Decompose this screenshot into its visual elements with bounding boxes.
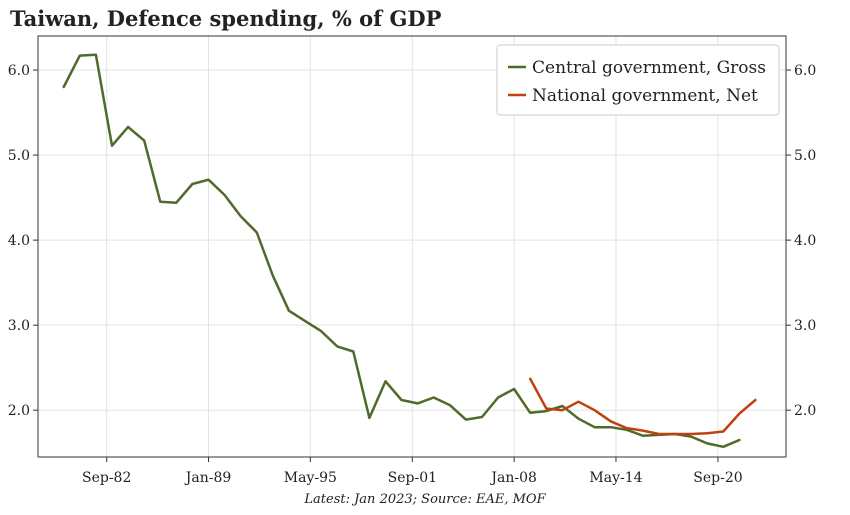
legend-label-gross: Central government, Gross (532, 58, 766, 78)
x-tick-label: Sep-01 (388, 470, 437, 486)
axis-ticks: 2.0 2.0 3.0 3.0 4.0 4.0 5.0 5.0 6.0 6.0 Sep-82 Jan-… (8, 63, 817, 486)
x-tick-label: May-14 (589, 470, 642, 486)
y-tick-label-right: 2.0 (794, 403, 816, 419)
legend: Central government, Gross National gover… (496, 44, 780, 116)
x-tick-label: Jan-89 (184, 470, 232, 486)
y-tick-label-left: 3.0 (8, 318, 30, 334)
x-tick-label: Sep-20 (693, 470, 742, 486)
gridlines (38, 36, 786, 457)
x-tick-label: Jan-08 (489, 470, 537, 486)
source-footnote: Latest: Jan 2023; Source: EAE, MOF (304, 492, 546, 507)
y-tick-label-right: 5.0 (794, 148, 816, 164)
y-tick-label-right: 4.0 (794, 233, 816, 249)
legend-box (496, 44, 780, 116)
y-tick-label-left: 5.0 (8, 148, 30, 164)
legend-label-net: National government, Net (532, 86, 758, 106)
y-tick-label-left: 6.0 (8, 63, 30, 79)
y-tick-label-left: 2.0 (8, 403, 30, 419)
y-tick-label-right: 6.0 (794, 63, 816, 79)
y-tick-label-left: 4.0 (8, 233, 30, 249)
x-tick-label: May-95 (284, 470, 337, 486)
series-line-net (528, 377, 757, 436)
chart-title: Taiwan, Defence spending, % of GDP (10, 6, 442, 31)
x-tick-label: Sep-82 (82, 470, 131, 486)
y-tick-label-right: 3.0 (794, 318, 816, 334)
series-line-gross (62, 53, 741, 449)
series-lines (62, 53, 757, 449)
